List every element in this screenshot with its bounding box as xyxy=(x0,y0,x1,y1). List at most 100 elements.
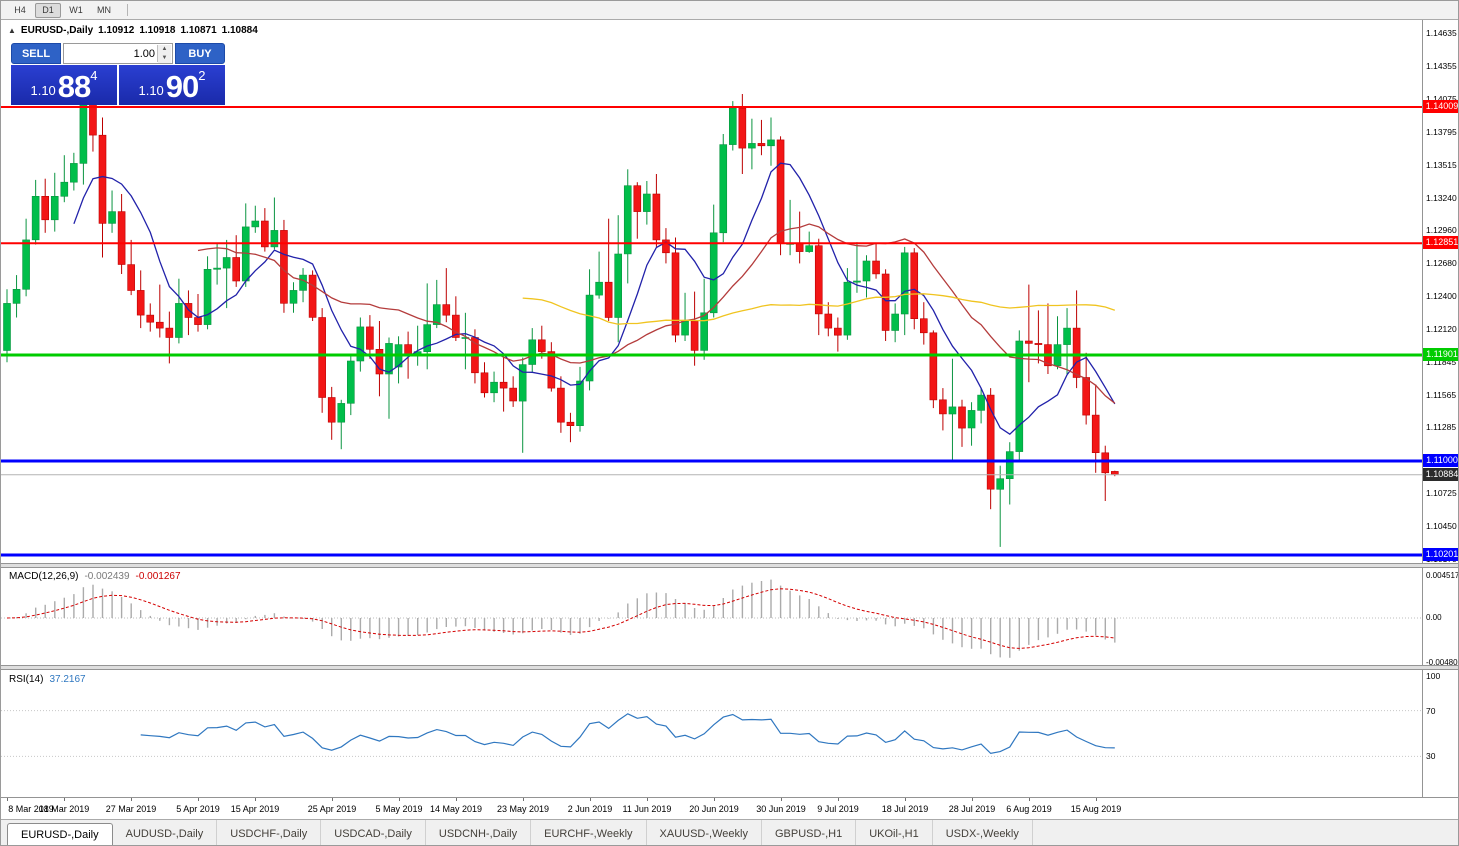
candle-body xyxy=(1072,327,1081,378)
time-tick xyxy=(131,798,132,801)
candle-body xyxy=(289,290,298,304)
candle-body xyxy=(671,252,680,336)
timeframe-w1-button[interactable]: W1 xyxy=(63,3,89,18)
time-tick xyxy=(647,798,648,801)
time-tick xyxy=(905,798,906,801)
candle-body xyxy=(1101,452,1110,474)
candle-body xyxy=(136,290,145,316)
candle-body xyxy=(1005,451,1014,480)
collapse-panel-icon[interactable]: ▲ xyxy=(8,26,16,35)
price-tick-label: 1.14355 xyxy=(1426,61,1457,71)
volume-input[interactable] xyxy=(64,46,172,61)
chart-info-bar: ▲ EURUSD-,Daily 1.10912 1.10918 1.10871 1.108… xyxy=(8,25,263,36)
price-tick-label: 1.13515 xyxy=(1426,160,1457,170)
candle-body xyxy=(356,326,365,362)
time-axis: 8 Mar 2019 18 Mar 2019 27 Mar 2019 5 Apr 20… xyxy=(1,797,1458,819)
chart-tab-gbpusd-h1[interactable]: GBPUSD-,H1 xyxy=(762,820,857,845)
chart-tab-usdx-weekly[interactable]: USDX-,Weekly xyxy=(933,820,1033,845)
ohlc-close: 1.10884 xyxy=(221,25,258,36)
sell-price-big: 88 xyxy=(57,69,91,104)
chart-tab-bar: EURUSD-,Daily AUDUSD-,Daily USDCHF-,Daily U… xyxy=(1,819,1458,845)
candle-body xyxy=(480,372,489,394)
candle-body xyxy=(31,196,40,241)
rsi-line xyxy=(140,713,1115,755)
candle-body xyxy=(891,313,899,331)
chart-tab-usdchf-daily[interactable]: USDCHF-,Daily xyxy=(217,820,322,845)
timeframe-toolbar: H4 D1 W1 MN xyxy=(1,1,1458,20)
time-tick xyxy=(838,798,839,801)
candle-body xyxy=(719,144,728,234)
candle-body xyxy=(576,380,584,427)
buy-price-box[interactable]: 1.10 90 2 xyxy=(119,65,225,105)
chart-tab-xauusd-weekly[interactable]: XAUUSD-,Weekly xyxy=(647,820,762,845)
chart-tab-eurchf-weekly[interactable]: EURCHF-,Weekly xyxy=(531,820,647,845)
sell-price-box[interactable]: 1.10 88 4 xyxy=(11,65,117,105)
date-label: 20 Jun 2019 xyxy=(689,804,739,814)
candle-body xyxy=(862,260,871,282)
current-price-badge: 1.10884 xyxy=(1423,468,1458,481)
timeframe-mn-button[interactable]: MN xyxy=(91,3,117,18)
candle-body xyxy=(767,139,775,147)
candle-body xyxy=(853,280,861,283)
macd-signal-value: -0.001267 xyxy=(135,571,181,582)
candle-body xyxy=(728,107,737,145)
candle-body xyxy=(261,220,269,248)
buy-price-big: 90 xyxy=(165,69,199,104)
candle-body xyxy=(643,193,651,212)
candle-body xyxy=(98,134,107,224)
candle-body xyxy=(834,327,842,336)
ma-8-line xyxy=(73,162,1116,436)
date-label: 11 Jun 2019 xyxy=(622,804,672,814)
candle-body xyxy=(203,268,212,325)
timeframe-d1-button[interactable]: D1 xyxy=(35,2,61,18)
chart-tab-audusd-daily[interactable]: AUDUSD-,Daily xyxy=(113,820,218,845)
spinner-up-icon[interactable]: ▲ xyxy=(158,45,171,54)
candle-body xyxy=(108,211,116,224)
candle-body xyxy=(50,196,59,221)
sell-price-prefix: 1.10 xyxy=(30,83,56,98)
candle-body xyxy=(461,337,470,339)
candle-body xyxy=(232,257,240,282)
candle-body xyxy=(939,399,947,415)
candle-body xyxy=(910,252,919,320)
timeframe-h4-button[interactable]: H4 xyxy=(7,3,33,18)
chart-tab-eurusd-daily[interactable]: EURUSD-,Daily xyxy=(7,823,113,845)
spinner-down-icon[interactable]: ▼ xyxy=(158,54,171,63)
time-tick xyxy=(590,798,591,801)
price-axis: 1.14635 1.14355 1.14075 1.13795 1.13515 1.132… xyxy=(1422,20,1459,797)
candle-body xyxy=(977,394,985,411)
candle-body xyxy=(958,406,966,429)
chart-tab-usdcad-daily[interactable]: USDCAD-,Daily xyxy=(321,820,426,845)
time-tick xyxy=(781,798,782,801)
candle-body xyxy=(327,397,336,423)
sell-button[interactable]: SELL xyxy=(11,43,61,64)
time-tick xyxy=(255,798,256,801)
candle-body xyxy=(776,139,785,244)
macd-tick-label: -0.004806 xyxy=(1426,658,1459,667)
candle-body xyxy=(814,245,823,315)
candle-body xyxy=(996,478,1005,490)
price-tick-label: 1.13240 xyxy=(1426,193,1457,203)
volume-field[interactable]: ▲ ▼ xyxy=(63,43,173,64)
candle-body xyxy=(986,394,995,490)
candle-body xyxy=(385,343,393,375)
rsi-tick-label: 30 xyxy=(1426,751,1436,761)
price-tick-label: 1.14635 xyxy=(1426,28,1457,38)
time-tick xyxy=(1029,798,1030,801)
candle-body xyxy=(280,230,288,304)
buy-price-pipette: 2 xyxy=(198,68,206,83)
date-label: 15 Aug 2019 xyxy=(1070,804,1122,814)
chart-tab-usdcnh-daily[interactable]: USDCNH-,Daily xyxy=(426,820,532,845)
volume-spinner[interactable]: ▲ ▼ xyxy=(157,45,171,63)
candle-body xyxy=(1015,340,1024,452)
chart-tab-ukoil-h1[interactable]: UKOil-,H1 xyxy=(856,820,933,845)
ohlc-high: 1.10918 xyxy=(139,25,176,36)
rsi-tick-label: 70 xyxy=(1426,706,1436,716)
buy-button[interactable]: BUY xyxy=(175,43,225,64)
date-label: 30 Jun 2019 xyxy=(756,804,806,814)
rsi-panel-separator[interactable] xyxy=(1,665,1458,670)
candle-body xyxy=(318,317,326,398)
date-label: 27 Mar 2019 xyxy=(105,804,157,814)
macd-panel-separator[interactable] xyxy=(1,563,1458,568)
